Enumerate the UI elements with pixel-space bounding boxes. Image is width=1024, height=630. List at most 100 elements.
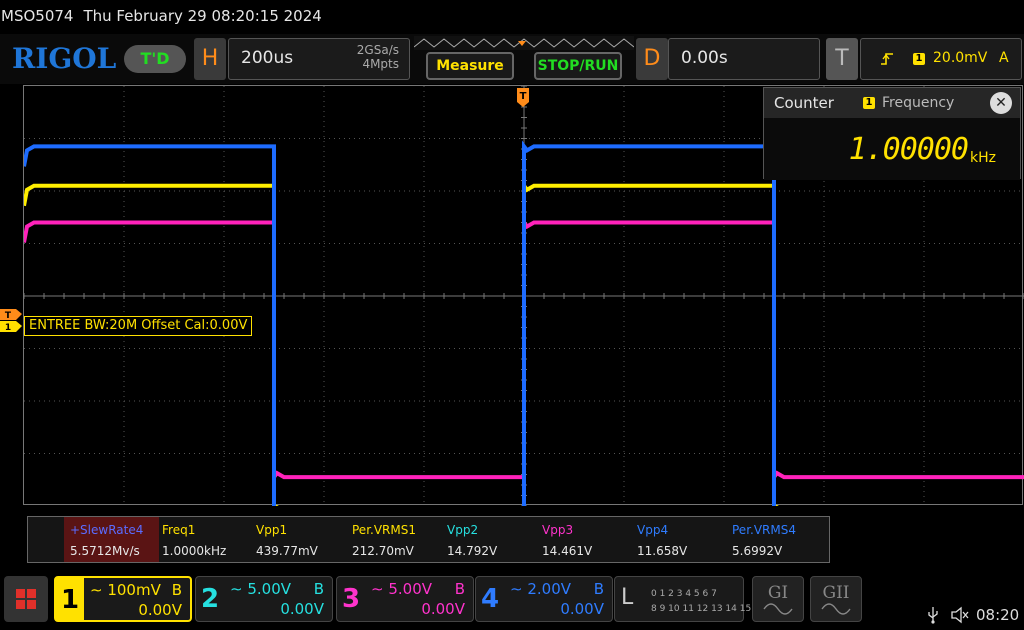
channel4-number: 4 xyxy=(480,584,500,614)
delay-field[interactable]: 0.00s xyxy=(668,38,820,80)
delay-menu-button[interactable]: D xyxy=(636,38,668,80)
channel2-number: 2 xyxy=(200,584,220,614)
measurement-item[interactable]: Freq1 1.0000kHz xyxy=(156,517,251,562)
channel1-scale: ∼ 100mV xyxy=(90,581,161,599)
channel2-coupling: B xyxy=(313,580,324,598)
measurement-value: 212.70mV xyxy=(352,544,414,558)
measurement-item[interactable]: +SlewRate4 5.5712Mv/s xyxy=(64,517,159,562)
channel1-number: 1 xyxy=(56,578,84,620)
status-line: MSO5074 Thu February 29 08:20:15 2024 xyxy=(0,0,1024,34)
generator1-button[interactable]: GI xyxy=(752,576,804,622)
counter-value: 1.00000 xyxy=(848,132,969,167)
trigger-position-marker[interactable]: T xyxy=(516,86,530,108)
counter-type: Frequency xyxy=(882,95,955,111)
measurement-item[interactable]: Vpp2 14.792V xyxy=(441,517,536,562)
measurement-value: 5.6992V xyxy=(732,544,783,558)
measurement-bar: +SlewRate4 5.5712Mv/s Freq1 1.0000kHz Vp… xyxy=(27,516,830,563)
model-name: MSO5074 xyxy=(1,7,74,25)
close-icon[interactable]: ✕ xyxy=(990,92,1012,114)
stop-run-button[interactable]: STOP/RUN xyxy=(534,52,622,80)
svg-text:1: 1 xyxy=(5,323,11,333)
measurement-name: Vpp2 xyxy=(447,523,479,537)
menu-grid-icon xyxy=(16,589,36,609)
channel3-box[interactable]: 3 ∼ 5.00V B 0.00V xyxy=(336,576,474,622)
counter-body: 1.00000 kHz xyxy=(764,118,1020,180)
measurement-item[interactable]: Vpp4 11.658V xyxy=(631,517,726,562)
channel4-box[interactable]: 4 ∼ 2.00V B 0.00V xyxy=(475,576,613,622)
measurement-name: Vpp3 xyxy=(542,523,574,537)
channel1-offset: 0.00V xyxy=(138,601,182,619)
measurement-value: 14.461V xyxy=(542,544,593,558)
counter-title: Counter xyxy=(774,94,834,112)
datetime: Thu February 29 08:20:15 2024 xyxy=(83,7,322,25)
channel2-offset: 0.00V xyxy=(280,600,324,618)
svg-text:T: T xyxy=(520,91,527,102)
rigol-logo: RIGOL xyxy=(12,42,117,75)
measure-button[interactable]: Measure xyxy=(426,52,514,80)
channel3-scale: ∼ 5.00V xyxy=(371,580,433,598)
channel3-coupling: B xyxy=(454,580,465,598)
measurement-name: Vpp4 xyxy=(637,523,669,537)
overview-wave xyxy=(414,38,634,48)
sample-rate: 2GSa/s xyxy=(356,43,399,57)
toolbar: RIGOL T'D H 200us 2GSa/s 4Mpts D 0.00s T… xyxy=(0,34,1024,84)
counter-header: Counter 1 Frequency ✕ xyxy=(764,88,1020,118)
measurement-value: 5.5712Mv/s xyxy=(70,544,140,558)
counter-source-badge: 1 xyxy=(863,97,875,109)
channel4-coupling: B xyxy=(593,580,604,598)
channel2-box[interactable]: 2 ∼ 5.00V B 0.00V xyxy=(195,576,333,622)
channel1-coupling: B xyxy=(171,581,182,599)
measurement-item[interactable]: Vpp1 439.77mV xyxy=(250,517,345,562)
measurement-name: Freq1 xyxy=(162,523,196,537)
clock: 08:20 xyxy=(976,606,1020,624)
measurement-name: Per.VRMS1 xyxy=(352,523,416,537)
measurement-value: 439.77mV xyxy=(256,544,318,558)
timebase-field[interactable]: 200us 2GSa/s 4Mpts xyxy=(228,38,410,80)
trigger-level: 20.0mV xyxy=(933,50,988,66)
trigger-menu-button[interactable]: T xyxy=(826,38,858,80)
channel1-label: ENTREE BW:20M Offset Cal:0.00V xyxy=(24,316,253,336)
main-menu-button[interactable] xyxy=(4,576,48,622)
channel1-box[interactable]: 1 ∼ 100mV B 0.00V xyxy=(54,576,192,622)
td-badge[interactable]: T'D xyxy=(124,45,186,73)
channel3-number: 3 xyxy=(341,584,361,614)
svg-text:T: T xyxy=(5,311,12,321)
measurement-value: 11.658V xyxy=(637,544,688,558)
measurement-item[interactable]: Vpp3 14.461V xyxy=(536,517,631,562)
trigger-field[interactable]: 1 20.0mV A xyxy=(860,38,1022,80)
measurement-item[interactable]: Per.VRMS1 212.70mV xyxy=(346,517,441,562)
measurement-name: +SlewRate4 xyxy=(70,523,144,537)
channel2-scale: ∼ 5.00V xyxy=(230,580,292,598)
channel4-trace xyxy=(24,140,776,506)
measurement-value: 1.0000kHz xyxy=(162,544,227,558)
counter-panel: Counter 1 Frequency ✕ 1.00000 kHz xyxy=(763,87,1021,180)
measurement-item[interactable]: Per.VRMS4 5.6992V xyxy=(726,517,821,562)
mute-speaker-icon[interactable] xyxy=(950,606,970,624)
timebase-value: 200us xyxy=(241,48,294,68)
generator2-button[interactable]: GII xyxy=(810,576,862,622)
trigger-mode: A xyxy=(999,50,1009,66)
sine-wave-icon xyxy=(763,603,793,615)
channel3-offset: 0.00V xyxy=(421,600,465,618)
trigger-edge-icon xyxy=(881,53,893,65)
memory-overview-strip xyxy=(414,36,634,50)
memory-depth: 4Mpts xyxy=(362,57,399,71)
logic-letter: L xyxy=(621,585,634,610)
sine-wave-icon xyxy=(821,603,851,615)
measurement-name: Per.VRMS4 xyxy=(732,523,796,537)
channel1-offset-marker[interactable]: T 1 xyxy=(0,309,22,335)
delay-value: 0.00s xyxy=(681,48,728,68)
horizontal-menu-button[interactable]: H xyxy=(194,38,226,80)
overview-trigger-marker xyxy=(518,41,526,46)
counter-unit: kHz xyxy=(970,150,996,166)
measurement-name: Vpp1 xyxy=(256,523,288,537)
channel-bar: 1 ∼ 100mV B 0.00V 2 ∼ 5.00V B 0.00V 3 ∼ … xyxy=(0,568,1024,630)
trigger-source-badge: 1 xyxy=(913,53,925,65)
channel4-offset: 0.00V xyxy=(560,600,604,618)
graticule xyxy=(24,86,1024,506)
measurement-value: 14.792V xyxy=(447,544,498,558)
channel4-scale: ∼ 2.00V xyxy=(510,580,572,598)
usb-icon xyxy=(928,607,938,624)
